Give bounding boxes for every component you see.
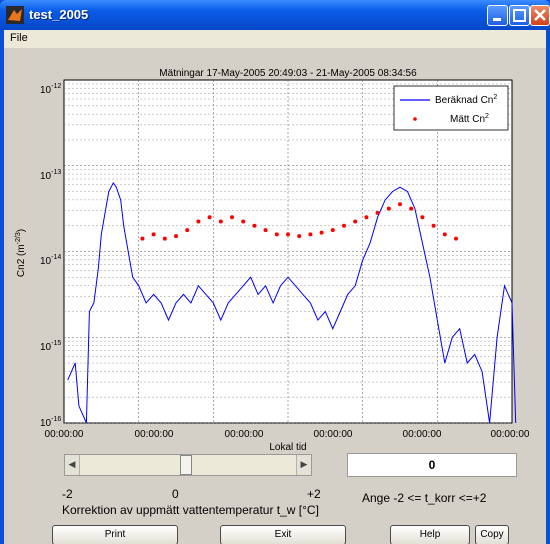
grid-lines [64, 80, 512, 424]
minimize-button[interactable] [487, 5, 508, 26]
x-tick-label: 00:00:00 [491, 429, 530, 440]
y-tick-label: 10-13 [40, 169, 61, 182]
series-point-measured [409, 206, 414, 211]
slider-min-label: -2 [62, 487, 73, 501]
series-point-measured [263, 228, 268, 233]
legend-box [393, 85, 509, 131]
series-measured [140, 202, 458, 241]
menu-bar: File [4, 30, 546, 48]
series-point-measured [319, 230, 324, 235]
series-point-measured [353, 219, 358, 224]
series-point-measured [420, 215, 425, 220]
figure-area: Mätningar 17-May-2005 20:49:03 - 21-May-… [4, 48, 546, 544]
maximize-button[interactable] [509, 5, 530, 26]
client-area: File Mätningar 17-May-2005 20:49:03 - 21… [4, 30, 546, 544]
plot-title: Mätningar 17-May-2005 20:49:03 - 21-May-… [159, 68, 417, 79]
menu-file[interactable]: File [10, 32, 28, 44]
series-point-measured [196, 219, 201, 224]
legend-marker-meas [413, 117, 417, 121]
correction-caption: Korrektion av uppmätt vattentemperatur t… [62, 503, 319, 517]
exit-button[interactable]: Exit [220, 525, 346, 544]
y-tick-labels: 10-12 10-13 10-14 10-15 10-16 [40, 83, 61, 429]
close-icon [534, 9, 546, 21]
series-point-measured [162, 236, 167, 241]
legend: Beräknad Cn2 Mätt Cn2 [393, 85, 509, 131]
y-axis-label: Cn2 (m-2/3) [15, 229, 27, 277]
series-point-measured [386, 206, 391, 211]
cn2-plot: Mätningar 17-May-2005 20:49:03 - 21-May-… [15, 68, 530, 453]
slider-max-label: +2 [307, 487, 321, 501]
matlab-icon [6, 6, 24, 24]
series-point-measured [174, 234, 178, 239]
series-point-measured [375, 210, 380, 215]
copy-button[interactable]: Copy [475, 525, 509, 544]
legend-label-calc: Beräknad Cn2 [435, 94, 497, 106]
series-point-measured [274, 232, 279, 237]
correction-slider[interactable]: ◀ ▶ [64, 454, 312, 476]
series-point-measured [140, 236, 145, 241]
x-tick-label: 00:00:00 [314, 429, 353, 440]
series-line-calculated [67, 181, 517, 424]
y-tick-label: 10-14 [40, 254, 61, 267]
series-point-measured [241, 219, 246, 224]
slider-mid-label: 0 [172, 487, 179, 501]
slider-left-arrow[interactable]: ◀ [65, 455, 80, 475]
slider-right-arrow[interactable]: ▶ [296, 455, 311, 475]
series-point-measured [454, 236, 458, 241]
series-point-measured [297, 234, 302, 239]
y-tick-label: 10-16 [40, 416, 61, 429]
correction-value-field[interactable]: 0 [347, 453, 517, 477]
series-point-measured [151, 232, 156, 237]
series-point-measured [252, 223, 257, 228]
x-tick-labels: 00:00:00 00:00:00 00:00:00 00:00:00 00:0… [45, 429, 530, 440]
series-point-measured [185, 228, 190, 233]
y-tick-label: 10-15 [40, 340, 61, 353]
series-point-measured [431, 223, 436, 228]
title-bar[interactable]: test_2005 [0, 0, 550, 30]
slider-thumb[interactable] [180, 455, 192, 475]
close-button[interactable] [530, 5, 550, 26]
x-tick-label: 00:00:00 [45, 429, 84, 440]
x-tick-label: 00:00:00 [225, 429, 264, 440]
series-point-measured [342, 223, 346, 228]
series-calculated [67, 181, 517, 424]
series-point-measured [308, 232, 313, 237]
print-button[interactable]: Print [52, 525, 178, 544]
legend-label-meas: Mätt Cn2 [450, 113, 489, 125]
range-label: Ange -2 <= t_korr <=+2 [362, 491, 487, 505]
window-title: test_2005 [29, 7, 89, 22]
help-button[interactable]: Help [390, 525, 470, 544]
x-axis-label: Lokal tid [269, 442, 306, 453]
series-point-measured [230, 215, 234, 220]
series-point-measured [364, 215, 369, 220]
series-point-measured [207, 215, 212, 220]
series-point-measured [330, 228, 335, 233]
series-point-measured [398, 202, 402, 207]
x-tick-label: 00:00:00 [403, 429, 442, 440]
x-tick-label: 00:00:00 [135, 429, 174, 440]
y-tick-label: 10-12 [40, 83, 61, 96]
minimize-icon [493, 18, 501, 21]
series-point-measured [218, 219, 223, 224]
series-point-measured [442, 232, 447, 237]
maximize-icon [513, 9, 526, 22]
series-point-measured [286, 232, 290, 237]
